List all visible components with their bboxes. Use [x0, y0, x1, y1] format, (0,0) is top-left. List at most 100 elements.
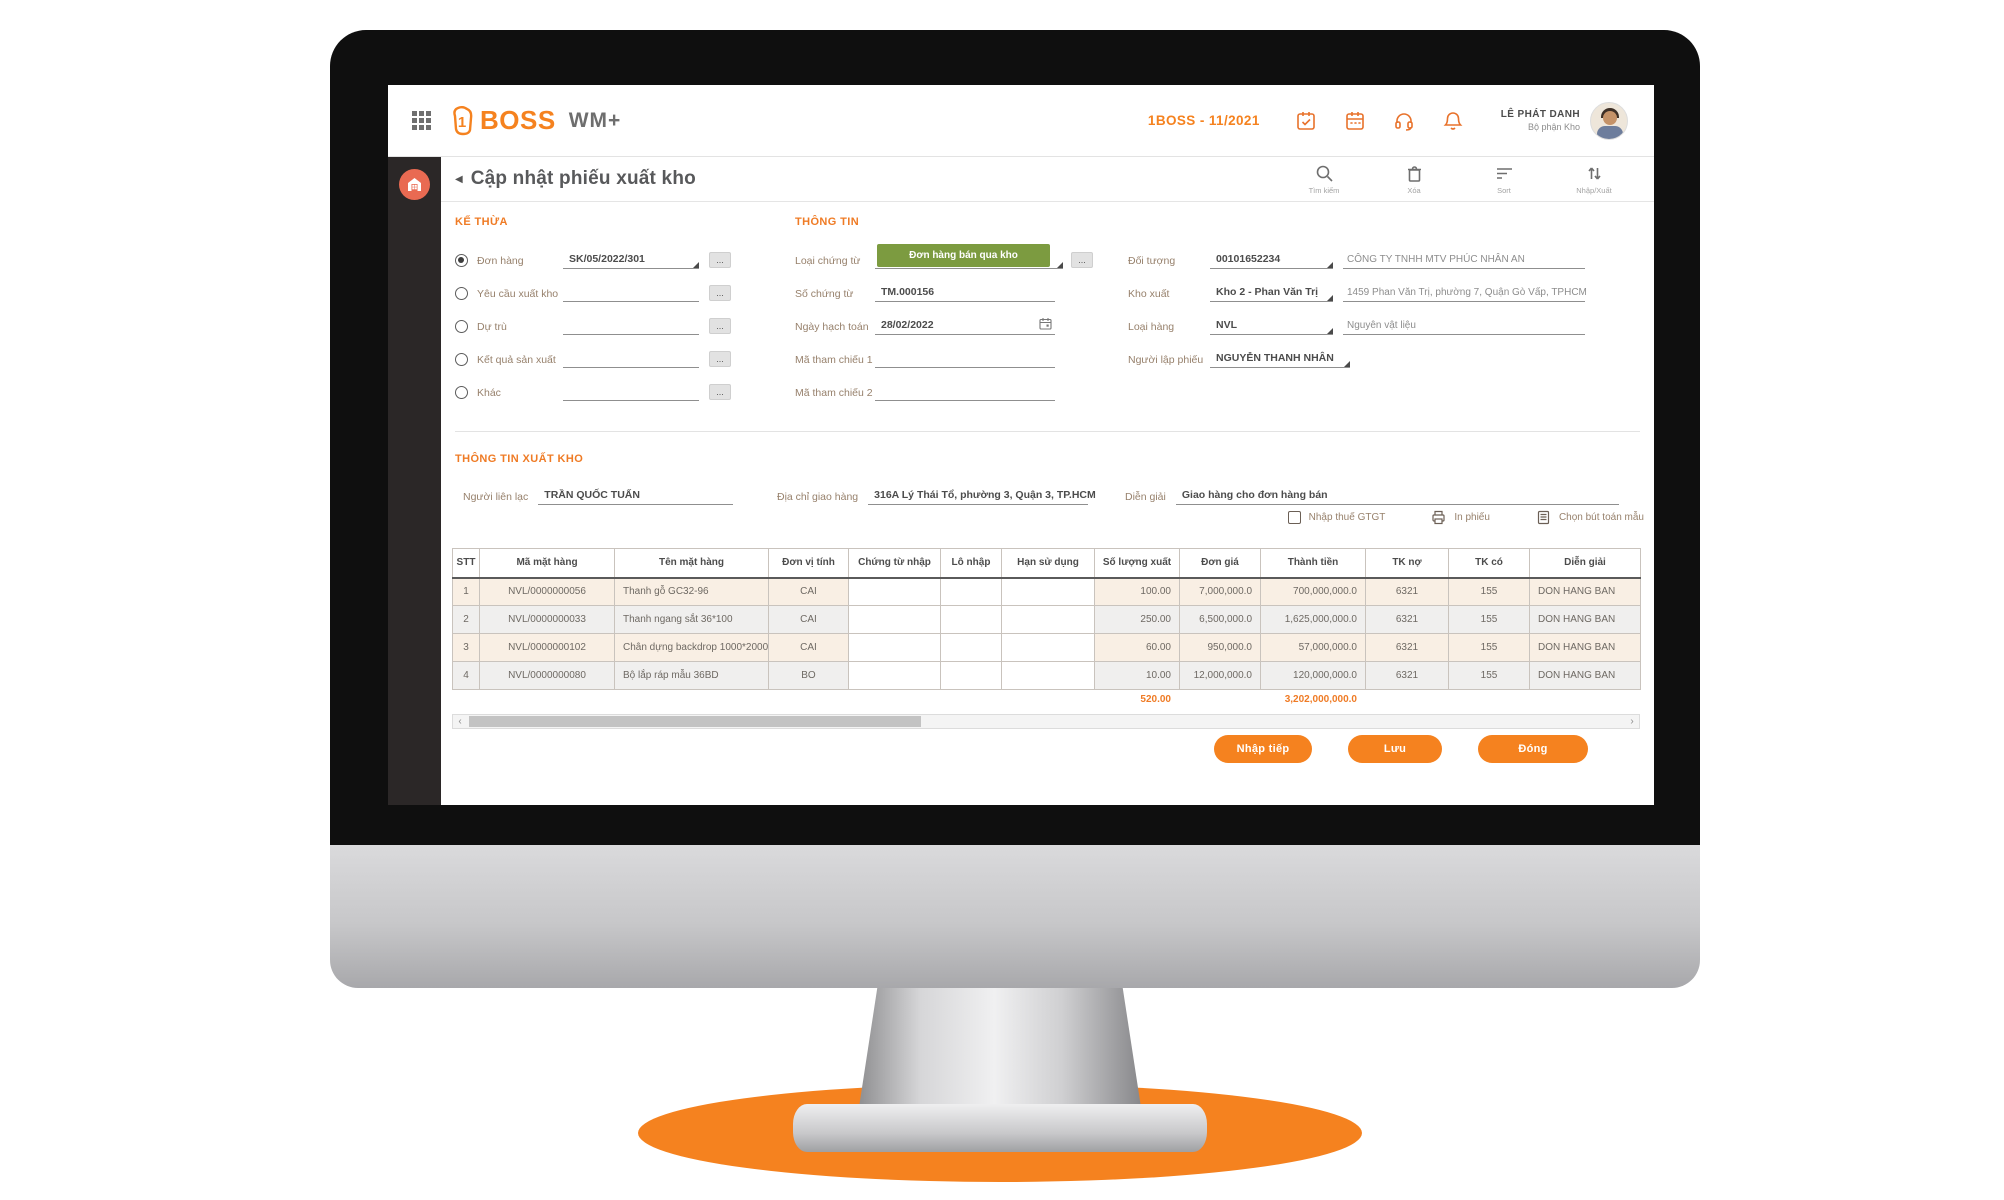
- du-tru-browse-button[interactable]: ...: [709, 318, 731, 334]
- continue-entry-button[interactable]: Nhập tiếp: [1214, 735, 1312, 763]
- loai-hang-input[interactable]: NVL: [1210, 315, 1333, 335]
- contact-input[interactable]: TRẦN QUỐC TUẤN: [538, 485, 734, 505]
- user-avatar[interactable]: [1590, 101, 1628, 140]
- ref2-input[interactable]: [875, 381, 1055, 401]
- period-label: 1BOSS - 11/2021: [1147, 113, 1260, 128]
- monitor-stand-base: [793, 1104, 1207, 1152]
- contact-field: Người liên lạc TRẦN QUỐC TUẤN: [463, 485, 734, 505]
- journal-template-icon: [1537, 510, 1550, 525]
- items-table: STT Mã mặt hàng Tên mặt hàng Đơn vị tính…: [452, 548, 1641, 690]
- radio-yeu-cau-xuat-kho[interactable]: [455, 287, 468, 300]
- table-header-row: STT Mã mặt hàng Tên mặt hàng Đơn vị tính…: [452, 548, 1641, 579]
- monitor-lower-band: [330, 845, 1700, 988]
- inherit-row-yeu-cau: Yêu cầu xuất kho ...: [455, 280, 731, 302]
- table-row[interactable]: 1 NVL/0000000056 Thanh gỗ GC32-96 CAI 10…: [452, 577, 1641, 606]
- note-input[interactable]: Giao hàng cho đơn hàng bán: [1175, 485, 1619, 505]
- delete-tool-button[interactable]: Xóa: [1386, 164, 1442, 195]
- print-slip-button[interactable]: In phiếu: [1431, 510, 1490, 525]
- user-menu[interactable]: LÊ PHÁT DANH Bộ phận Kho: [1501, 101, 1628, 140]
- table-row[interactable]: 2 NVL/0000000033 Thanh ngang sắt 36*100 …: [452, 605, 1641, 634]
- avatar-face: [1603, 110, 1617, 125]
- horizontal-scrollbar[interactable]: ‹ ›: [452, 714, 1640, 729]
- kho-xuat-input[interactable]: Kho 2 - Phan Văn Trị: [1210, 282, 1333, 302]
- info-row-ref1: Mã tham chiếu 1: [795, 346, 1063, 368]
- total-amount: 3,202,000,000.0: [1284, 694, 1357, 705]
- date-picker-icon[interactable]: [1039, 317, 1052, 330]
- logo-text: BOSS: [480, 105, 556, 135]
- apps-menu-icon[interactable]: [412, 111, 431, 130]
- scroll-left-arrow[interactable]: ‹: [458, 716, 462, 727]
- ref1-input[interactable]: [875, 348, 1055, 368]
- table-tools-row: Nhập thuế GTGT In phiếu: [1041, 510, 1644, 525]
- info-row-ref2: Mã tham chiếu 2: [795, 379, 1063, 401]
- nguoi-lap-input[interactable]: NGUYỄN THANH NHÂN: [1210, 348, 1350, 368]
- du-tru-input[interactable]: [563, 315, 699, 335]
- don-hang-input[interactable]: SK/05/2022/301: [563, 249, 699, 269]
- don-hang-browse-button[interactable]: ...: [709, 252, 731, 268]
- monitor-bezel: 1 BOSS WM+ 1BOSS - 11/2021: [330, 30, 1700, 845]
- printer-icon: [1432, 510, 1445, 525]
- page-title: Cập nhật phiếu xuất kho: [470, 168, 696, 189]
- info-row-doc-no: Số chứng từ TM.000156: [795, 280, 1063, 302]
- title-bar: ◀ Cập nhật phiếu xuất kho Tìm kiếm: [441, 157, 1654, 202]
- scroll-right-arrow[interactable]: ›: [1630, 716, 1634, 727]
- doi-tuong-input[interactable]: 00101652234: [1210, 249, 1333, 269]
- sort-tool-button[interactable]: Sort: [1476, 164, 1532, 195]
- trash-icon: [1407, 165, 1421, 182]
- info-row-doc-type: Loại chứng từ Đơn hàng bán qua kho ...: [795, 244, 1093, 269]
- monitor-stand-neck: [858, 984, 1142, 1114]
- bell-icon[interactable]: [1442, 110, 1464, 132]
- boss-logo-icon: 1: [453, 105, 473, 135]
- doc-no-input[interactable]: TM.000156: [875, 282, 1055, 302]
- scrollbar-thumb[interactable]: [469, 716, 921, 727]
- ket-qua-browse-button[interactable]: ...: [709, 351, 731, 367]
- yeu-cau-browse-button[interactable]: ...: [709, 285, 731, 301]
- partner-row-nguoi-lap: Người lập phiếu NGUYỄN THANH NHÂN: [1128, 346, 1458, 368]
- loai-hang-detail: Nguyên vật liệu: [1343, 315, 1585, 335]
- radio-ket-qua-san-xuat[interactable]: [455, 353, 468, 366]
- tasks-icon[interactable]: [1295, 110, 1317, 132]
- radio-khac[interactable]: [455, 386, 468, 399]
- section-heading-inherit: KẾ THỪA: [455, 216, 508, 228]
- table-row[interactable]: 4 NVL/0000000080 Bộ lắp ráp mẫu 36BD BO …: [452, 661, 1641, 690]
- yeu-cau-input[interactable]: [563, 282, 699, 302]
- radio-don-hang[interactable]: [455, 254, 468, 267]
- doc-type-input[interactable]: Đơn hàng bán qua kho: [875, 244, 1063, 269]
- search-tool-button[interactable]: Tìm kiếm: [1296, 164, 1352, 195]
- radio-du-tru[interactable]: [455, 320, 468, 333]
- inherit-row-ket-qua: Kết quả sản xuất ...: [455, 346, 731, 368]
- inherit-row-du-tru: Dự trù ...: [455, 313, 731, 335]
- address-field: Địa chỉ giao hàng 316A Lý Thái Tổ, phườn…: [777, 485, 1096, 505]
- sidebar: [388, 157, 441, 805]
- doc-type-browse-button[interactable]: ...: [1071, 252, 1093, 268]
- import-export-icon: [1587, 166, 1601, 180]
- journal-template-button[interactable]: Chọn bút toán mẫu: [1536, 510, 1644, 525]
- partner-row-doi-tuong: Đối tượng 00101652234 CÔNG TY TNHH MTV P…: [1128, 247, 1585, 269]
- save-button[interactable]: Lưu: [1348, 735, 1442, 763]
- posting-date-input[interactable]: 28/02/2022: [875, 315, 1055, 335]
- sidebar-home-button[interactable]: [399, 169, 430, 200]
- close-button[interactable]: Đóng: [1478, 735, 1588, 763]
- app-header: 1 BOSS WM+ 1BOSS - 11/2021: [388, 85, 1654, 157]
- khac-browse-button[interactable]: ...: [709, 384, 731, 400]
- vat-checkbox[interactable]: [1287, 511, 1301, 524]
- vat-checkbox-item[interactable]: Nhập thuế GTGT: [1287, 511, 1385, 524]
- app-screen: 1 BOSS WM+ 1BOSS - 11/2021: [388, 85, 1654, 805]
- kho-xuat-detail: 1459 Phan Văn Trị, phường 7, Quận Gò Vấp…: [1343, 282, 1587, 302]
- table-row[interactable]: 3 NVL/0000000102 Chân dựng backdrop 1000…: [452, 633, 1641, 662]
- khac-input[interactable]: [563, 381, 699, 401]
- boss-logo: 1 BOSS WM+: [449, 105, 621, 136]
- table-totals-row: 520.00 3,202,000,000.0: [452, 694, 1640, 710]
- total-quantity: 520.00: [1140, 694, 1171, 705]
- address-input[interactable]: 316A Lý Thái Tổ, phường 3, Quận 3, TP.HC…: [868, 485, 1096, 505]
- inherit-row-khac: Khác ...: [455, 379, 731, 401]
- headset-icon[interactable]: [1393, 110, 1415, 132]
- import-export-tool-button[interactable]: Nhập/Xuất: [1566, 164, 1622, 195]
- back-icon[interactable]: ◀: [455, 173, 463, 185]
- doc-type-value-button[interactable]: Đơn hàng bán qua kho: [877, 244, 1050, 267]
- ket-qua-input[interactable]: [563, 348, 699, 368]
- section-divider: [455, 431, 1640, 432]
- info-row-date: Ngày hạch toán 28/02/2022: [795, 313, 1063, 335]
- calendar-icon[interactable]: [1344, 110, 1366, 132]
